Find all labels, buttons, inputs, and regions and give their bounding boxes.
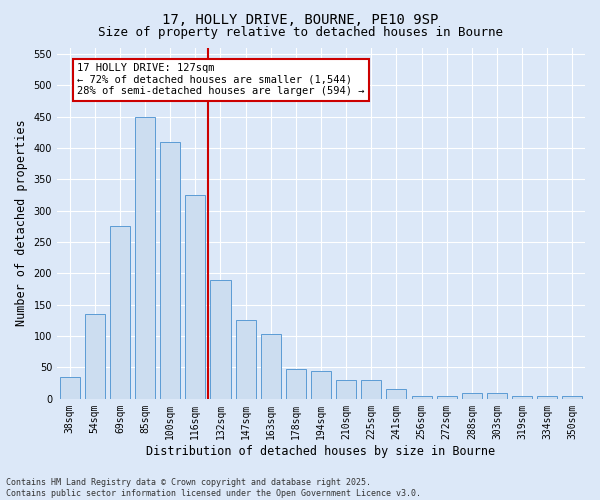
Bar <box>412 396 431 399</box>
Bar <box>386 390 406 399</box>
Bar <box>85 314 105 399</box>
Bar <box>487 392 507 399</box>
Y-axis label: Number of detached properties: Number of detached properties <box>15 120 28 326</box>
Bar <box>135 116 155 399</box>
Text: Contains HM Land Registry data © Crown copyright and database right 2025.
Contai: Contains HM Land Registry data © Crown c… <box>6 478 421 498</box>
Bar <box>211 280 230 399</box>
Bar <box>512 396 532 399</box>
Bar <box>260 334 281 399</box>
Bar <box>537 396 557 399</box>
Bar <box>160 142 180 399</box>
Bar <box>110 226 130 399</box>
Bar <box>311 370 331 399</box>
Bar <box>361 380 382 399</box>
Text: 17 HOLLY DRIVE: 127sqm
← 72% of detached houses are smaller (1,544)
28% of semi-: 17 HOLLY DRIVE: 127sqm ← 72% of detached… <box>77 63 365 96</box>
Bar <box>437 396 457 399</box>
Text: 17, HOLLY DRIVE, BOURNE, PE10 9SP: 17, HOLLY DRIVE, BOURNE, PE10 9SP <box>162 12 438 26</box>
Text: Size of property relative to detached houses in Bourne: Size of property relative to detached ho… <box>97 26 503 39</box>
Bar <box>59 377 80 399</box>
Bar <box>185 195 205 399</box>
Bar <box>462 392 482 399</box>
Bar <box>562 396 583 399</box>
Bar <box>336 380 356 399</box>
Bar <box>236 320 256 399</box>
X-axis label: Distribution of detached houses by size in Bourne: Distribution of detached houses by size … <box>146 444 496 458</box>
Bar <box>286 370 306 399</box>
